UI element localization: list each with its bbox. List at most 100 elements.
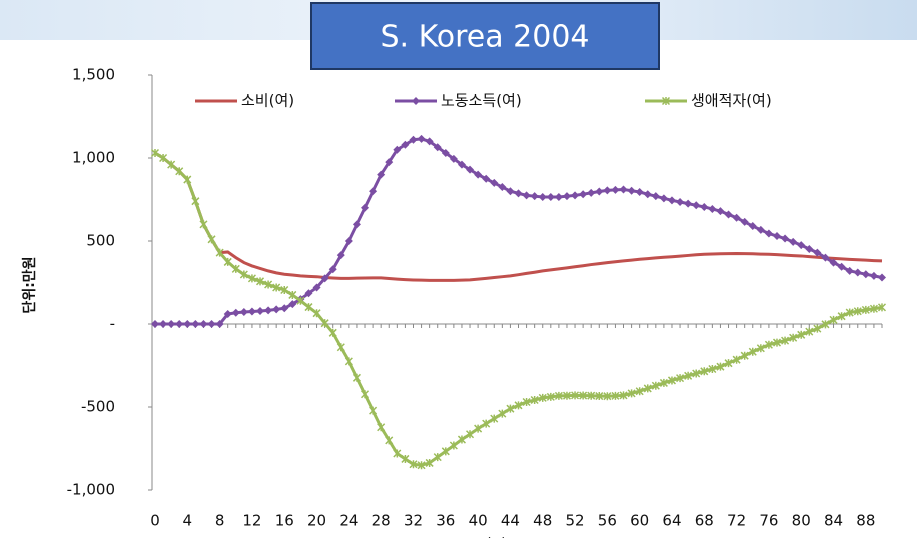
- point: [207, 235, 216, 244]
- point: [692, 369, 701, 378]
- point: [336, 251, 345, 260]
- point: [861, 305, 870, 314]
- point: [797, 330, 806, 339]
- point: [676, 197, 685, 206]
- point: [789, 237, 798, 246]
- point: [272, 305, 281, 314]
- chart-title: S. Korea 2004: [380, 20, 589, 55]
- x-tick-label: 80: [792, 512, 811, 530]
- point: [724, 359, 733, 368]
- x-tick-label: 76: [759, 512, 778, 530]
- point: [336, 343, 345, 352]
- point: [611, 185, 620, 194]
- point: [312, 283, 321, 292]
- point: [805, 244, 814, 253]
- point: [417, 134, 426, 143]
- point: [643, 190, 652, 199]
- point: [514, 401, 523, 410]
- point: [813, 324, 822, 333]
- point: [352, 373, 361, 382]
- point: [716, 362, 725, 371]
- point: [272, 283, 281, 292]
- point: [522, 191, 531, 200]
- x-tick-label: 72: [727, 512, 746, 530]
- point: [764, 340, 773, 349]
- point: [627, 186, 636, 195]
- point: [651, 381, 660, 390]
- point: [425, 137, 434, 146]
- point: [708, 204, 717, 213]
- point: [474, 170, 483, 179]
- point: [150, 148, 160, 158]
- point: [151, 320, 159, 328]
- x-tick-label: 28: [372, 512, 391, 530]
- point: [393, 145, 402, 154]
- point: [546, 392, 555, 401]
- point: [627, 389, 636, 398]
- point: [490, 178, 499, 187]
- point: [401, 140, 410, 149]
- point: [264, 306, 273, 315]
- point: [385, 158, 394, 167]
- point: [579, 391, 588, 400]
- point: [223, 310, 232, 319]
- point: [199, 220, 208, 229]
- point: [207, 320, 216, 328]
- point: [369, 187, 378, 196]
- y-tick-label: -500: [81, 398, 115, 416]
- point: [651, 192, 660, 201]
- point: [756, 344, 765, 353]
- point: [167, 320, 176, 328]
- legend-label: 노동소득(여): [441, 92, 522, 110]
- point: [861, 270, 870, 279]
- point: [821, 320, 830, 329]
- legend-label: 생애적자(여): [691, 92, 772, 110]
- y-tick-label: -: [110, 315, 115, 333]
- point: [175, 320, 184, 328]
- x-tick-label: 24: [339, 512, 358, 530]
- point: [352, 220, 361, 229]
- point: [183, 175, 192, 184]
- point: [837, 312, 846, 321]
- point: [538, 193, 547, 202]
- x-tick-label: 8: [215, 512, 225, 530]
- x-tick-label: 0: [150, 512, 160, 530]
- point: [869, 304, 878, 313]
- point: [667, 376, 677, 385]
- point: [344, 357, 353, 366]
- point: [183, 320, 192, 328]
- point: [433, 453, 442, 462]
- point: [684, 199, 693, 208]
- point: [587, 188, 596, 197]
- point: [425, 458, 434, 467]
- point: [482, 174, 491, 183]
- x-tick-label: 40: [469, 512, 488, 530]
- point: [837, 262, 846, 271]
- point: [449, 441, 458, 450]
- y-axis-label: 단위:만원: [21, 256, 38, 313]
- point: [328, 265, 337, 274]
- point: [676, 374, 685, 383]
- point: [360, 390, 370, 399]
- point: [772, 338, 782, 347]
- point: [708, 364, 717, 374]
- point: [538, 393, 547, 402]
- point: [377, 423, 386, 432]
- point: [449, 154, 458, 163]
- point: [546, 193, 555, 202]
- point: [498, 183, 507, 192]
- point: [748, 347, 757, 356]
- point: [409, 135, 418, 144]
- point: [756, 225, 765, 234]
- point: [457, 435, 466, 444]
- point: [781, 234, 790, 243]
- x-tick-label: 48: [533, 512, 552, 530]
- point: [716, 207, 725, 216]
- x-tick-label: 88: [856, 512, 875, 530]
- legend-label: 소비(여): [241, 92, 294, 110]
- point: [853, 268, 862, 277]
- point: [562, 192, 571, 201]
- x-tick-label: 64: [662, 512, 681, 530]
- point: [595, 392, 604, 401]
- point: [603, 186, 612, 195]
